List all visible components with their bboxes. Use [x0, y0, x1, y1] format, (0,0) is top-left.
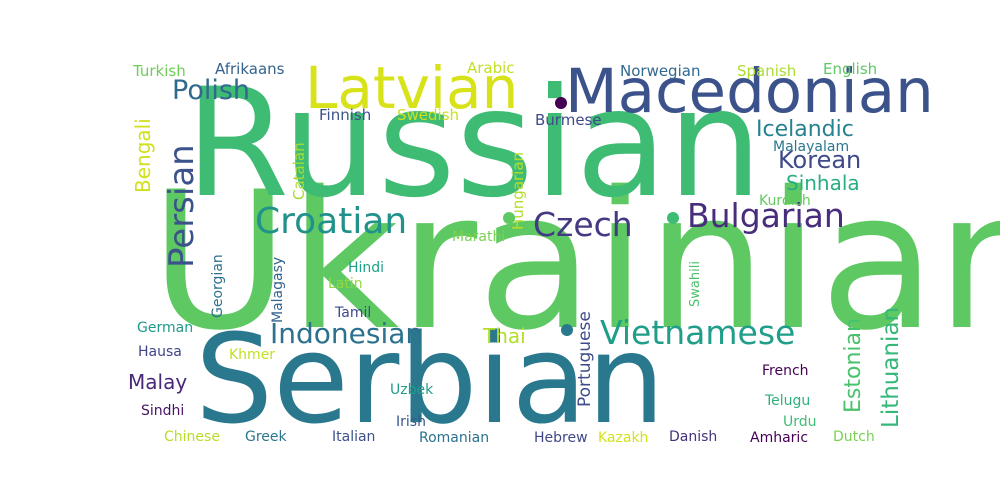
word-thai: Thai	[482, 324, 526, 348]
word-hindi: Hindi	[348, 260, 384, 276]
word-korean: Korean	[778, 146, 861, 174]
word-vietnamese: Vietnamese	[600, 313, 795, 352]
word-sinhala: Sinhala	[786, 171, 860, 195]
word-lithuanian: Lithuanian	[878, 307, 904, 428]
word-dutch: Dutch	[833, 429, 875, 445]
word-polish: Polish	[172, 75, 250, 106]
word-croatian: Croatian	[255, 201, 407, 242]
word-khmer: Khmer	[229, 347, 275, 363]
word-finnish: Finnish	[319, 106, 371, 124]
word-malayalam: Malayalam	[773, 139, 849, 155]
word-danish: Danish	[669, 429, 717, 445]
word-norwegian: Norwegian	[620, 62, 700, 80]
word-macedonian: Macedonian	[565, 56, 934, 127]
word-serbian: Serbian	[195, 309, 665, 452]
word-icelandic: Icelandic	[756, 117, 854, 142]
word-bengali: Bengali	[131, 118, 155, 193]
word-bulgarian: Bulgarian	[687, 196, 845, 235]
word-turkish: Turkish	[132, 62, 186, 80]
word-hungarian: Hungarian	[509, 152, 527, 230]
word-hebrew: Hebrew	[534, 430, 588, 446]
word-kazakh: Kazakh	[598, 430, 648, 446]
word-french: French	[762, 363, 809, 379]
word-czech: Czech	[533, 205, 633, 244]
word-indonesian: Indonesian	[270, 317, 423, 350]
word-urdu: Urdu	[783, 414, 817, 430]
word-greek: Greek	[245, 429, 288, 445]
word-burmese: Burmese	[535, 111, 602, 129]
word-italian: Italian	[332, 429, 375, 445]
word-portuguese: Portuguese	[575, 311, 595, 407]
dot-2	[503, 212, 515, 224]
word-russian: Russian	[185, 57, 763, 231]
word-german: German	[137, 320, 193, 336]
word-telugu: Telugu	[764, 393, 810, 409]
word-chinese: Chinese	[164, 429, 220, 445]
dot-4	[561, 324, 573, 336]
word-malagasy: Malagasy	[270, 257, 286, 323]
word-afrikaans: Afrikaans	[215, 60, 285, 78]
word-irish: Irish	[396, 414, 426, 430]
word-uzbek: Uzbek	[390, 382, 434, 398]
word-tamil: Tamil	[334, 305, 371, 321]
word-malay: Malay	[128, 370, 187, 394]
word-persian: Persian	[162, 144, 202, 268]
word-spanish: Spanish	[737, 62, 796, 80]
word-romanian: Romanian	[419, 430, 489, 446]
word-marathi: Marathi	[452, 229, 505, 245]
word-hausa: Hausa	[138, 344, 182, 360]
word-ukrainian: Ukrainian	[150, 151, 1000, 372]
word-sindhi: Sindhi	[141, 403, 184, 419]
word-amharic: Amharic	[750, 430, 808, 446]
word-latin: Latin	[328, 276, 363, 292]
word-english: English	[823, 60, 877, 78]
dot-1	[555, 97, 567, 109]
word-estonian: Estonian	[841, 318, 866, 413]
word-latvian: Latvian	[305, 54, 518, 122]
word-arabic: Arabic	[467, 59, 515, 77]
word-swahili: Swahili	[688, 261, 703, 307]
word-kurdish: Kurdish	[759, 193, 811, 209]
word-catalan: Catalan	[290, 142, 308, 200]
dot-3	[667, 212, 679, 224]
word-swedish: Swedish	[397, 106, 459, 124]
word-georgian: Georgian	[210, 254, 226, 318]
